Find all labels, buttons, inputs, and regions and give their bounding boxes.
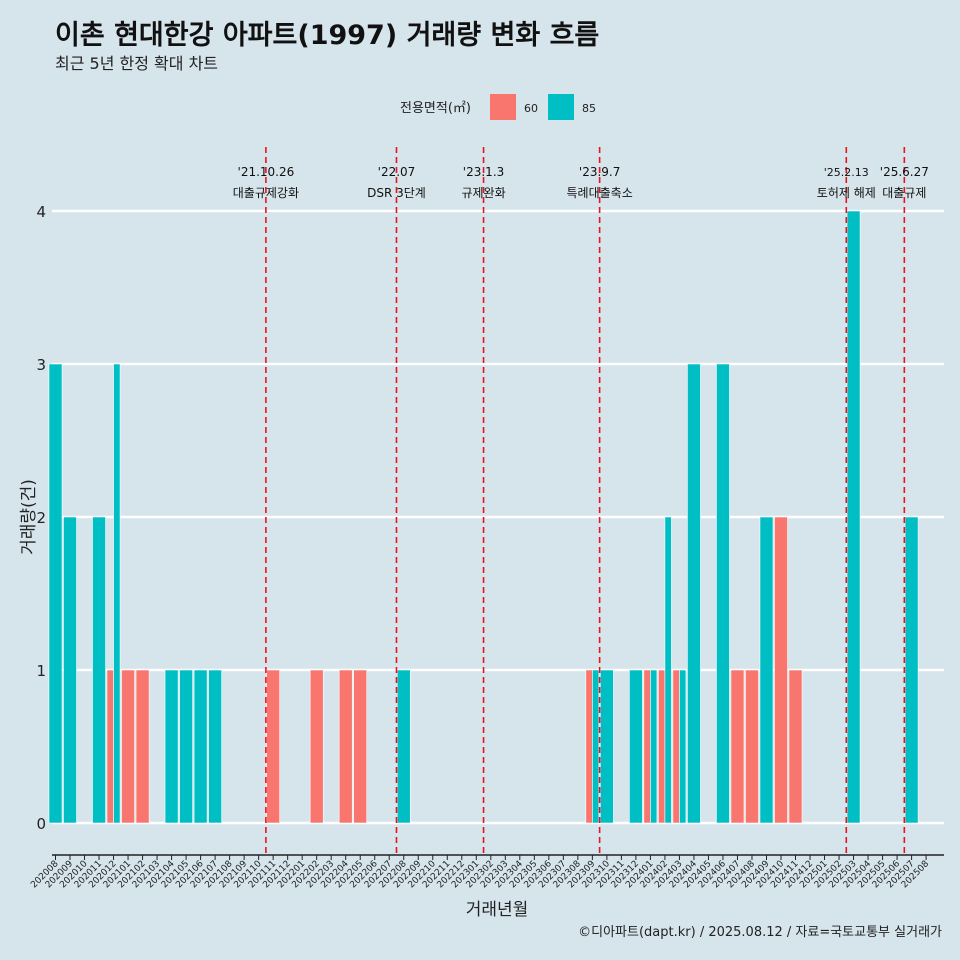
bar-60-202408 (745, 669, 759, 824)
bar-85-202310 (600, 669, 614, 824)
bar-60-202402 (658, 669, 666, 824)
bar-60-202111 (266, 669, 280, 824)
bar-85-202104 (164, 669, 179, 824)
bar-85-202309 (592, 669, 600, 824)
y-tick-label: 2 (36, 509, 46, 527)
bar-60-202204 (338, 669, 353, 824)
event-date: '22.07 (378, 165, 416, 179)
bar-60-202101 (121, 669, 135, 824)
legend-title: 전용면적(㎡) (400, 101, 471, 116)
legend-label-85: 85 (582, 102, 596, 115)
bar-85-202012 (113, 363, 121, 824)
bar-85-202008 (48, 363, 63, 824)
x-axis: 2020082020092020102020112020122021012021… (29, 854, 944, 890)
legend-swatch-60 (490, 94, 516, 120)
y-tick-label: 4 (36, 203, 46, 221)
bar-85-202402 (664, 516, 672, 824)
y-tick-label: 0 (36, 815, 46, 833)
bar-85-202403 (679, 669, 687, 824)
bar-85-202401 (650, 669, 658, 824)
bar-85-202507 (904, 516, 919, 824)
event-date: '25.2.13 (824, 166, 869, 179)
bar-60-202410 (774, 516, 788, 824)
bar-60-202407 (730, 669, 745, 824)
bar-85-202106 (193, 669, 208, 824)
bar-85-202503 (846, 210, 861, 824)
bar-85-202011 (92, 516, 106, 824)
bar-60-202309 (585, 669, 593, 824)
bar-60-202403 (672, 669, 680, 824)
legend-swatch-85 (548, 94, 574, 120)
event-label: 규제완화 (461, 186, 505, 200)
y-tick-label: 1 (36, 662, 46, 680)
bar-60-202102 (135, 669, 150, 824)
bar-60-202411 (788, 669, 803, 824)
bar-85-202404 (687, 363, 701, 824)
bar-85-202312 (629, 669, 643, 824)
y-axis-ticks: 0 1 2 3 4 (36, 203, 46, 833)
bar-60-202202 (309, 669, 324, 824)
x-axis-title: 거래년월 (466, 900, 529, 920)
y-tick-label: 3 (36, 356, 46, 374)
event-date: '23.1.3 (463, 165, 504, 179)
bar-85-202009 (63, 516, 77, 824)
legend: 전용면적(㎡) 60 85 (400, 94, 596, 120)
legend-label-60: 60 (524, 102, 538, 115)
event-label: 대출규제 (882, 186, 926, 200)
event-label: DSR 3단계 (367, 186, 426, 200)
bar-85-202208 (396, 669, 411, 824)
chart-subtitle: 최근 5년 한정 확대 차트 (55, 54, 218, 73)
event-label: 대출규제강화 (233, 186, 299, 200)
event-label: 토허제 해제 (817, 186, 876, 200)
bar-60-202401 (643, 669, 651, 824)
bar-85-202409 (759, 516, 774, 824)
bar-60-202205 (353, 669, 368, 824)
caption: ©디아파트(dapt.kr) / 2025.08.12 / 자료=국토교통부 실… (578, 925, 942, 940)
bar-60-202012 (106, 669, 114, 824)
bars (48, 210, 919, 824)
event-lines: '21.10.26 대출규제강화 '22.07 DSR 3단계 '23.1.3 규제완화 '… (233, 147, 929, 855)
bar-85-202107 (208, 669, 222, 824)
event-date: '25.6.27 (880, 165, 929, 179)
chart-title: 이촌 현대한강 아파트(1997) 거래량 변화 흐름 (55, 20, 599, 51)
bar-85-202105 (179, 669, 193, 824)
event-label: 특례대출축소 (567, 186, 633, 200)
event-date: '23.9.7 (579, 165, 620, 179)
y-axis-title: 거래량(건) (19, 479, 39, 555)
event-date: '21.10.26 (238, 165, 295, 179)
bar-85-202406 (716, 363, 730, 824)
